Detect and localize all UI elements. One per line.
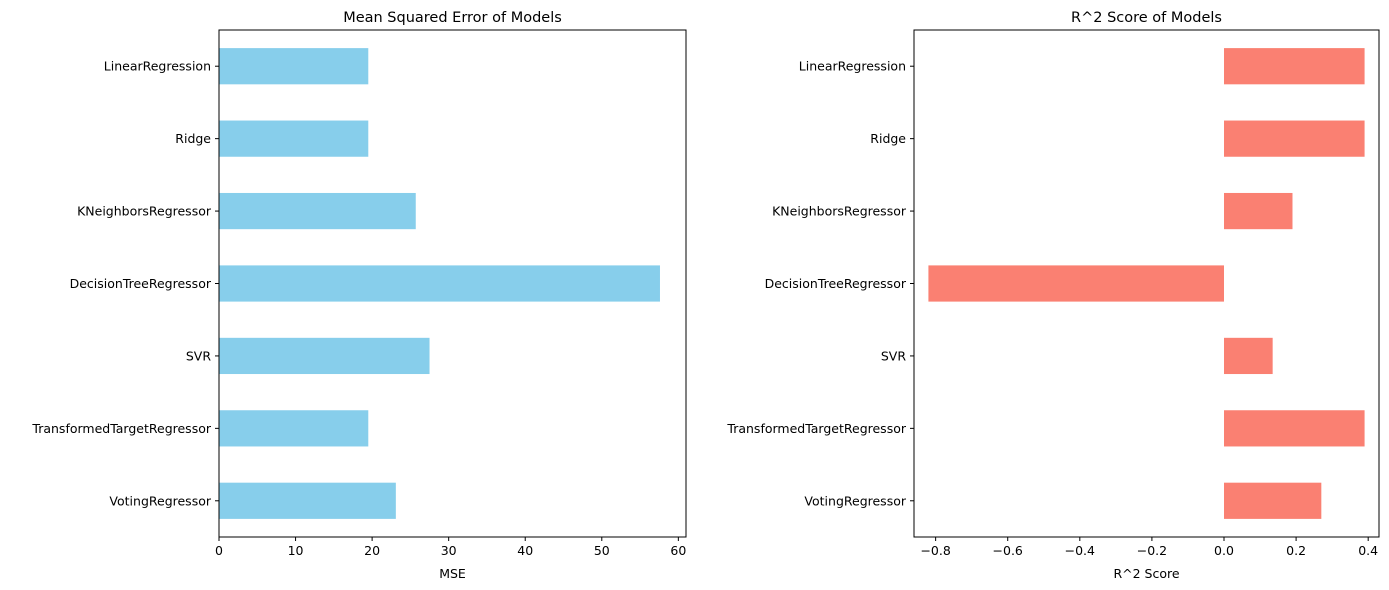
mse-bar-ridge	[219, 120, 369, 157]
r2-xtick-label: 0.2	[1286, 543, 1306, 558]
mse-bar-kneighborsregressor	[219, 192, 416, 230]
mse-axes-frame	[218, 29, 687, 538]
mse-ytick-label-svr: SVR	[186, 348, 211, 363]
mse-chart-panel: LinearRegression Ridge KNeighborsRegressor…	[31, 10, 687, 581]
mse-bar-decisiontreeregressor	[219, 265, 660, 302]
mse-bar-svr	[219, 337, 430, 375]
r2-ytick-label-transformedtargetregressor: TransformedTargetRegressor	[726, 421, 906, 436]
r2-ytick-label-decisiontreeregressor: DecisionTreeRegressor	[765, 276, 907, 291]
mse-ytick-label-ridge: Ridge	[175, 131, 211, 146]
mse-ytick-label-kneighborsregressor: KNeighborsRegressor	[77, 204, 212, 219]
r2-ytick-label-linearregression: LinearRegression	[799, 59, 906, 74]
r2-ytick-label-votingregressor: VotingRegressor	[804, 493, 906, 508]
r2-chart-title: R^2 Score of Models	[1071, 10, 1222, 26]
mse-ytick-label-votingregressor: VotingRegressor	[109, 493, 211, 508]
mse-ytick-label-transformedtargetregressor: TransformedTargetRegressor	[31, 421, 211, 436]
mse-xtick-label: 10	[288, 543, 304, 558]
mse-x-axis-label: MSE	[439, 566, 466, 581]
r2-bar-votingregressor	[1224, 482, 1322, 519]
r2-x-axis-label: R^2 Score	[1113, 566, 1179, 581]
r2-bar-ridge	[1224, 120, 1365, 157]
mse-bar-transformedtargetregressor	[219, 410, 369, 447]
r2-xtick-label: −0.2	[1137, 543, 1167, 558]
mse-xtick-label: 0	[215, 543, 223, 558]
mse-ytick-label-linearregression: LinearRegression	[104, 59, 211, 74]
r2-bar-kneighborsregressor	[1224, 192, 1293, 230]
mse-xtick-label: 30	[441, 543, 457, 558]
mse-xtick-label: 50	[594, 543, 610, 558]
mse-bar-votingregressor	[219, 482, 396, 519]
mse-chart-title: Mean Squared Error of Models	[343, 10, 562, 26]
r2-xtick-label: 0.0	[1214, 543, 1234, 558]
r2-bar-decisiontreeregressor	[928, 265, 1224, 302]
r2-ytick-label-ridge: Ridge	[870, 131, 906, 146]
r2-xtick-label: −0.6	[993, 543, 1023, 558]
r2-chart-panel: LinearRegression Ridge KNeighborsRegressor…	[726, 10, 1380, 581]
mse-xtick-label: 60	[670, 543, 686, 558]
r2-ytick-label-svr: SVR	[881, 348, 906, 363]
mse-bar-linearregression	[219, 48, 369, 85]
r2-ytick-label-kneighborsregressor: KNeighborsRegressor	[772, 204, 907, 219]
mse-xtick-label: 40	[517, 543, 533, 558]
r2-bar-transformedtargetregressor	[1224, 410, 1365, 447]
r2-axes-frame	[913, 29, 1380, 538]
r2-bar-svr	[1224, 337, 1273, 375]
mse-ytick-label-decisiontreeregressor: DecisionTreeRegressor	[70, 276, 212, 291]
mse-xtick-label: 20	[364, 543, 380, 558]
r2-xtick-label: 0.4	[1358, 543, 1378, 558]
r2-xtick-label: −0.8	[920, 543, 950, 558]
r2-xtick-label: −0.4	[1065, 543, 1095, 558]
r2-bar-linearregression	[1224, 48, 1365, 85]
